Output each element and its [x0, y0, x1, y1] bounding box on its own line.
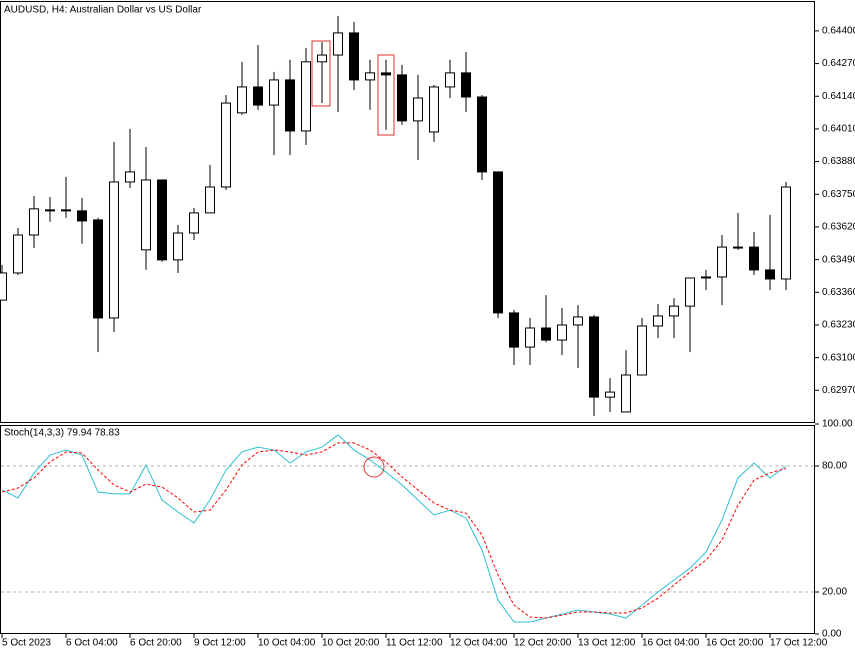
candle-body — [765, 269, 775, 280]
y-tick-label: 0.64270 — [822, 58, 855, 69]
y-tick-label: 0.63230 — [822, 320, 855, 331]
candle-body — [29, 208, 39, 236]
candle-body — [653, 315, 663, 327]
x-tick-label: 12 Oct 20:00 — [514, 638, 572, 649]
candle-body — [509, 312, 519, 348]
candle-body — [429, 86, 439, 133]
candle-body — [237, 86, 247, 114]
candle-body — [477, 96, 487, 173]
candle-body — [717, 246, 727, 278]
x-tick-label: 10 Oct 04:00 — [258, 638, 316, 649]
candle-body — [413, 97, 423, 122]
candle-body — [13, 234, 23, 274]
x-tick-label: 12 Oct 04:00 — [450, 638, 508, 649]
plot: 0.64400 0.64270 0.64140 0.64010 0.63880 0.637… — [0, 15, 855, 649]
candle-body — [0, 272, 7, 301]
x-tick-label: 17 Oct 12:00 — [770, 638, 828, 649]
candle-body — [301, 61, 311, 132]
candle-body — [221, 102, 231, 188]
y-tick-label: 0.63880 — [822, 156, 855, 167]
candle-body — [685, 277, 695, 307]
highlight-box — [311, 40, 331, 107]
candle-body — [445, 72, 455, 88]
y-tick-label: 0.63360 — [822, 287, 855, 298]
candle-body — [669, 305, 679, 317]
candle-body — [749, 246, 759, 271]
y-tick-label: 0.64140 — [822, 91, 855, 102]
x-tick-label: 11 Oct 12:00 — [386, 638, 443, 649]
series-line — [1, 434, 787, 623]
candle-body — [141, 179, 151, 251]
y-tick-label: 0.64400 — [822, 26, 855, 37]
x-tick-label: 6 Oct 20:00 — [130, 638, 182, 649]
y-tick-label: 0.63750 — [822, 189, 855, 200]
candle-body — [461, 72, 471, 98]
candle-body — [781, 186, 791, 280]
y-tick-label: 0.63100 — [822, 352, 855, 363]
x-tick-label: 13 Oct 12:00 — [578, 638, 636, 649]
candle-body — [541, 327, 551, 341]
candle-body — [317, 54, 327, 63]
candle-body — [285, 79, 295, 132]
indicator-title: Stoch(14,3,3) 79.94 78.83 — [4, 428, 120, 439]
chart-title: AUDUSD, H4: Australian Dollar vs US Doll… — [4, 5, 202, 16]
candle-body — [205, 186, 215, 214]
x-tick-label: 16 Oct 04:00 — [642, 638, 700, 649]
candle-body — [173, 232, 183, 261]
candle-body — [269, 79, 279, 106]
candle-body — [157, 179, 167, 261]
candle-body — [493, 171, 503, 314]
candle-body — [605, 391, 615, 398]
candle-body — [253, 86, 263, 106]
series-line — [1, 442, 787, 619]
candle-body — [349, 32, 359, 81]
y-tick-label: 0.64010 — [822, 124, 855, 135]
y-tick-label: 20.00 — [822, 587, 847, 598]
candle-body — [125, 171, 135, 183]
x-tick-label: 10 Oct 20:00 — [322, 638, 380, 649]
price-panel — [0, 1, 815, 423]
candle-body — [61, 209, 71, 212]
candle-body — [621, 374, 631, 413]
candle-body — [365, 72, 375, 81]
candle-body — [733, 246, 743, 249]
candle-body — [573, 316, 583, 326]
highlight-circle — [363, 456, 385, 478]
candle-body — [701, 276, 711, 279]
candle-body — [333, 32, 343, 56]
y-tick-label: 0.63490 — [822, 254, 855, 265]
candle-body — [637, 325, 647, 376]
y-tick-label: 0.63620 — [822, 222, 855, 233]
oscillator-panel — [0, 425, 815, 634]
x-tick-label: 5 Oct 2023 — [2, 638, 51, 649]
candle-body — [189, 212, 199, 234]
x-tick-label: 6 Oct 04:00 — [66, 638, 118, 649]
candle-body — [381, 72, 391, 76]
x-tick-label: 9 Oct 12:00 — [194, 638, 246, 649]
highlight-box — [377, 54, 395, 136]
candle-body — [557, 324, 567, 341]
y-tick-label: 80.00 — [822, 461, 847, 472]
candle-body — [589, 316, 599, 398]
y-tick-label: 0.00 — [822, 629, 842, 640]
x-tick-label: 16 Oct 20:00 — [706, 638, 764, 649]
candle-body — [93, 219, 103, 319]
y-tick-label: 0.62970 — [822, 385, 855, 396]
candle-body — [77, 210, 87, 222]
candle-body — [109, 181, 119, 319]
candle-body — [525, 327, 535, 348]
candle-body — [45, 209, 55, 212]
y-tick-label: 100.00 — [822, 419, 853, 430]
candle-body — [397, 74, 407, 122]
